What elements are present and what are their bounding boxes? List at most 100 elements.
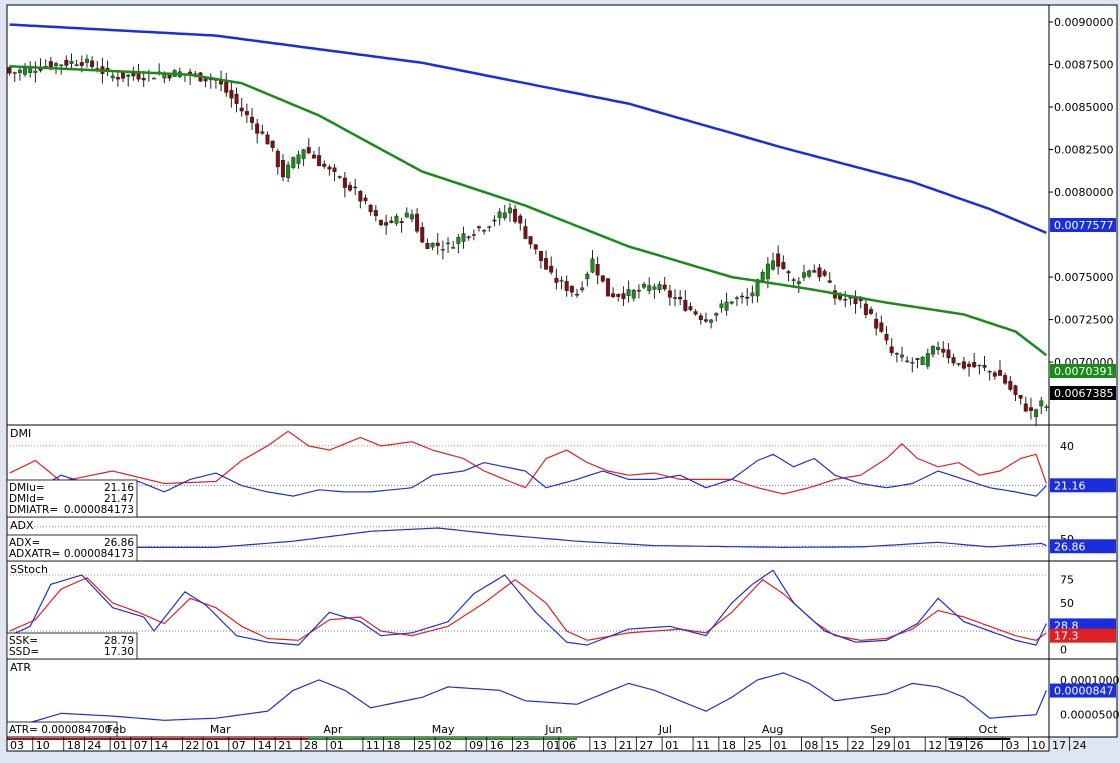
x-day-label: 18 xyxy=(67,739,81,752)
candle-body xyxy=(234,93,239,105)
candle-body xyxy=(105,68,110,70)
candle-body xyxy=(265,134,270,145)
candle-body xyxy=(874,318,879,329)
candle-body xyxy=(17,69,22,73)
candle-body xyxy=(740,295,745,298)
candle-body xyxy=(110,75,115,79)
candle-body xyxy=(791,279,796,281)
atr-tick-label: 0.0000500 xyxy=(1060,709,1120,722)
candle-body xyxy=(941,348,946,353)
x-day-label: 25 xyxy=(418,739,432,752)
candle-body xyxy=(482,230,487,232)
sstoch-tick-label: 0 xyxy=(1060,644,1067,657)
x-month-label: Oct xyxy=(979,723,999,736)
x-month-label: Sep xyxy=(870,723,891,736)
x-axis-color-segment xyxy=(948,738,1011,740)
candle-body xyxy=(863,303,868,315)
candle-body xyxy=(322,163,327,167)
x-month-label: Feb xyxy=(107,723,126,736)
candle-body xyxy=(776,253,781,267)
candle-body xyxy=(936,347,941,350)
sstoch-line-1 xyxy=(9,577,1047,641)
candle-body xyxy=(590,258,595,273)
candle-body xyxy=(678,296,683,300)
candle-body xyxy=(982,365,987,368)
candle-body xyxy=(956,363,961,365)
sstoch-tick-label: 75 xyxy=(1060,574,1074,587)
dmi-readout-name: DMIATR= xyxy=(9,504,58,516)
x-day-label: 14 xyxy=(258,739,272,752)
candle-body xyxy=(714,312,719,316)
candle-body xyxy=(250,116,255,123)
adx-readout-value: 26.86 xyxy=(104,537,134,549)
candle-body xyxy=(353,186,358,189)
last-price-badge-bg xyxy=(1050,386,1116,400)
adx-readout-value: 0.000084173 xyxy=(64,548,134,560)
x-month-label: Apr xyxy=(323,723,343,736)
candle-body xyxy=(384,222,389,226)
candle-body xyxy=(600,275,605,282)
candle-body xyxy=(74,64,79,66)
candle-body xyxy=(115,77,120,80)
candle-body xyxy=(899,354,904,358)
dmi-readout-value: 21.47 xyxy=(104,493,134,505)
x-day-label: 01 xyxy=(665,739,679,752)
candle-body xyxy=(636,289,641,292)
candle-body xyxy=(765,263,770,280)
candle-body xyxy=(961,361,966,369)
candle-body xyxy=(152,77,157,80)
candle-body xyxy=(69,60,74,64)
candle-body xyxy=(513,208,518,222)
candle-body xyxy=(997,369,1002,376)
y-tick-label: 0.0075000 xyxy=(1054,271,1114,284)
candle-body xyxy=(518,215,523,224)
x-day-label: 10 xyxy=(1031,739,1045,752)
x-day-label: 16 xyxy=(490,739,504,752)
candle-body xyxy=(203,78,208,82)
dmi-readout-value: 0.000084173 xyxy=(64,504,134,516)
candle-body xyxy=(7,67,12,74)
x-day-label: 25 xyxy=(748,739,762,752)
x-day-label: 06 xyxy=(562,739,576,752)
x-month-label: Mar xyxy=(210,723,231,736)
candle-body xyxy=(404,212,409,218)
dmi-value-badge-bg xyxy=(1050,478,1116,493)
candle-body xyxy=(796,281,801,284)
candle-body xyxy=(781,262,786,270)
x-day-label: 10 xyxy=(36,739,50,752)
candle-body xyxy=(771,260,776,270)
candle-body xyxy=(987,371,992,373)
candle-body xyxy=(554,277,559,283)
panel-atr-plot xyxy=(6,658,1050,738)
x-axis-color-segment xyxy=(7,738,309,740)
candle-body xyxy=(662,284,667,290)
candle-body xyxy=(977,364,982,367)
candle-body xyxy=(389,220,394,223)
candle-body xyxy=(538,250,543,261)
candle-body xyxy=(616,294,621,297)
dmi-readout-box xyxy=(6,479,138,518)
candle-body xyxy=(461,233,466,242)
candle-body xyxy=(843,299,848,301)
panel-adx-axis-area xyxy=(1048,516,1118,562)
candle-body xyxy=(59,64,64,67)
candle-body xyxy=(296,154,301,164)
candle-body xyxy=(1013,385,1018,395)
panel-sstoch-plot xyxy=(6,560,1050,660)
candle-body xyxy=(827,280,832,283)
candle-body xyxy=(972,362,977,368)
candle-body xyxy=(631,290,636,299)
candle-body xyxy=(79,62,84,66)
candle-body xyxy=(1018,395,1023,399)
x-day-label: 09 xyxy=(469,739,483,752)
candle-body xyxy=(1034,409,1039,417)
x-month-label: May xyxy=(432,723,455,736)
candle-body xyxy=(409,214,414,220)
candle-body xyxy=(311,154,316,159)
candle-body xyxy=(580,287,585,291)
candle-body xyxy=(812,270,817,273)
sstoch-value-badge: 17.3 xyxy=(1054,630,1079,643)
x-day-label: 23 xyxy=(516,739,530,752)
candle-body xyxy=(559,279,564,282)
